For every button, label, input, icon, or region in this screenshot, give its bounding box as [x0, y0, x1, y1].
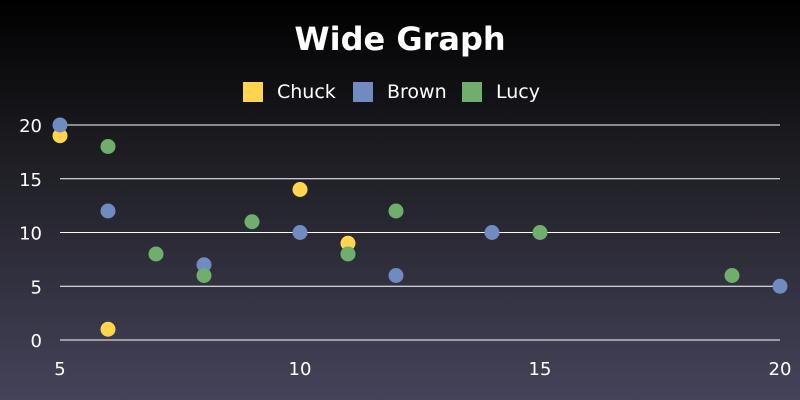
legend-swatch-chuck [243, 82, 263, 102]
legend-swatch-lucy [462, 82, 482, 102]
legend-label-chuck: Chuck [277, 81, 336, 103]
legend-item-brown[interactable]: Brown [353, 80, 447, 104]
legend-label-lucy: Lucy [496, 81, 540, 103]
legend: Chuck Brown Lucy [0, 80, 800, 104]
y-tick-label-0: 0 [31, 331, 42, 352]
point-brown-20-5[interactable] [772, 278, 788, 294]
point-chuck-6-1[interactable] [100, 321, 116, 337]
point-brown-14-10[interactable] [484, 225, 500, 240]
point-lucy-6-18[interactable] [100, 139, 116, 154]
x-tick-label-5: 5 [54, 359, 65, 380]
legend-item-chuck[interactable]: Chuck [243, 80, 336, 104]
point-lucy-12-12[interactable] [388, 203, 404, 219]
legend-item-lucy[interactable]: Lucy [462, 80, 540, 104]
point-lucy-15-10[interactable] [532, 225, 548, 240]
point-brown-6-12[interactable] [100, 203, 116, 219]
point-brown-5-20[interactable] [52, 117, 68, 133]
point-chuck-11-9[interactable] [340, 235, 356, 251]
point-lucy-7-8[interactable] [148, 246, 164, 262]
y-tick-label-15: 15 [19, 170, 42, 191]
legend-swatch-brown [353, 82, 373, 102]
point-lucy-19-6[interactable] [724, 268, 740, 283]
point-brown-10-10[interactable] [292, 225, 308, 240]
y-tick-label-10: 10 [19, 224, 42, 245]
point-brown-12-6[interactable] [388, 268, 404, 283]
y-tick-label-20: 20 [19, 116, 42, 137]
point-chuck-5-19[interactable] [52, 128, 68, 144]
point-lucy-11-8[interactable] [340, 246, 356, 262]
y-tick-label-5: 5 [31, 277, 42, 298]
x-tick-label-15: 15 [529, 359, 552, 380]
point-lucy-8-6[interactable] [196, 268, 212, 283]
x-tick-label-10: 10 [289, 359, 312, 380]
chart-title: Wide Graph [294, 20, 506, 58]
point-chuck-10-14[interactable] [292, 182, 308, 197]
point-lucy-9-11[interactable] [244, 214, 260, 230]
legend-label-brown: Brown [387, 81, 447, 103]
point-brown-8-7[interactable] [196, 257, 212, 273]
x-tick-label-20: 20 [769, 359, 792, 380]
